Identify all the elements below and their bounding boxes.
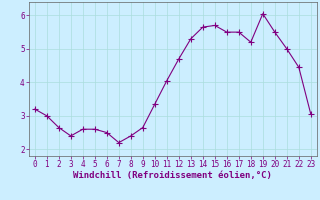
X-axis label: Windchill (Refroidissement éolien,°C): Windchill (Refroidissement éolien,°C) — [73, 171, 272, 180]
